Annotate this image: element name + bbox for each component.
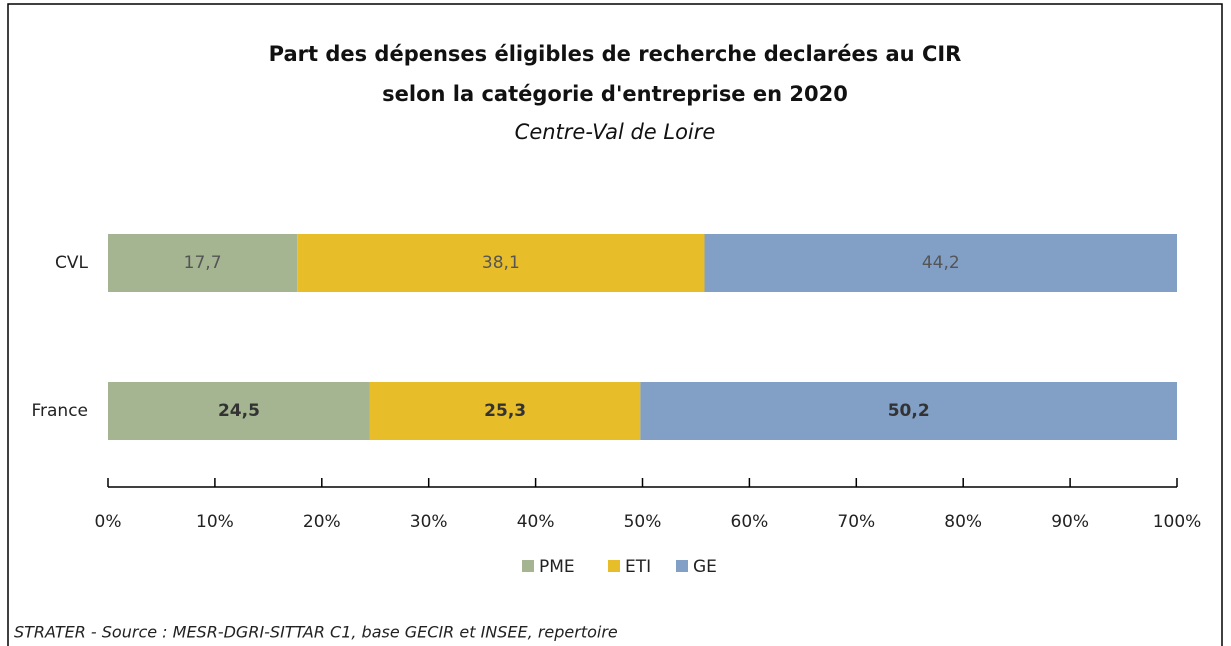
source-note: STRATER - Source : MESR-DGRI-SITTAR C1, …	[14, 623, 618, 642]
x-tick-label: 10%	[196, 512, 234, 532]
x-tick-label: 30%	[410, 512, 448, 532]
data-label: 38,1	[482, 253, 520, 273]
x-tick-label: 60%	[731, 512, 769, 532]
data-label: 25,3	[484, 401, 526, 421]
bar-segment	[704, 234, 1177, 292]
legend-label: ETI	[625, 557, 651, 577]
chart-title: Part des dépenses éligibles de recherche…	[269, 42, 962, 66]
bar-segment	[108, 382, 370, 440]
x-tick-label: 80%	[944, 512, 982, 532]
data-label: 17,7	[184, 253, 222, 273]
data-label: 24,5	[218, 401, 260, 421]
y-tick-label: France	[31, 401, 88, 421]
legend-swatch	[676, 560, 688, 572]
data-label: 50,2	[888, 401, 930, 421]
x-tick-label: 70%	[837, 512, 875, 532]
bar-segment	[369, 382, 641, 440]
legend-swatch	[608, 560, 620, 572]
x-tick-label: 40%	[517, 512, 555, 532]
y-tick-label: CVL	[55, 253, 88, 273]
bar-segment	[108, 234, 298, 292]
legend-label: PME	[539, 557, 575, 577]
x-tick-label: 0%	[95, 512, 122, 532]
legend-swatch	[522, 560, 534, 572]
x-tick-label: 50%	[624, 512, 662, 532]
chart-subtitle: Centre-Val de Loire	[515, 120, 716, 144]
frame	[7, 3, 1223, 646]
bar-segment	[640, 382, 1177, 440]
x-tick-label: 20%	[303, 512, 341, 532]
legend-label: GE	[693, 557, 717, 577]
bar-segment	[297, 234, 705, 292]
data-label: 44,2	[922, 253, 960, 273]
chart-title: selon la catégorie d'entreprise en 2020	[382, 82, 848, 106]
x-tick-label: 100%	[1153, 512, 1202, 532]
x-tick-label: 90%	[1051, 512, 1089, 532]
